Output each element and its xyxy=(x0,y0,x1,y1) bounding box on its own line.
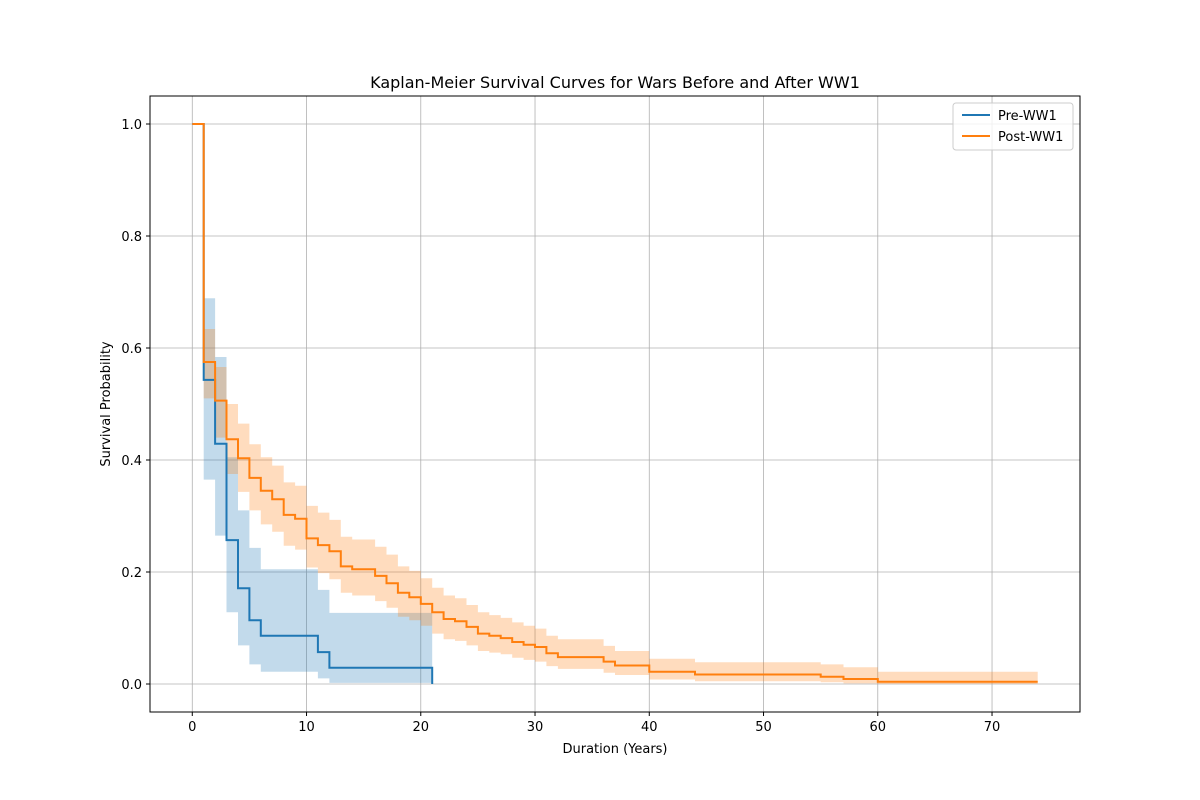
ci-band-pre-ww1 xyxy=(192,124,433,684)
x-axis-title: Duration (Years) xyxy=(562,742,667,757)
chart-title: Kaplan-Meier Survival Curves for Wars Be… xyxy=(370,73,860,92)
x-tick-label: 50 xyxy=(755,720,772,735)
legend-label-post-ww1: Post-WW1 xyxy=(998,130,1063,145)
y-tick-label: 1.0 xyxy=(121,118,142,133)
x-tick-label: 30 xyxy=(527,720,544,735)
legend: Pre-WW1 Post-WW1 xyxy=(952,102,1074,151)
x-tick-label: 40 xyxy=(641,720,658,735)
grid-lines xyxy=(150,96,1080,712)
y-tick-label: 0.0 xyxy=(121,678,142,693)
x-tick-label: 10 xyxy=(298,720,315,735)
x-tick-label: 20 xyxy=(413,720,430,735)
y-tick-label: 0.6 xyxy=(121,342,142,357)
x-tick-label: 70 xyxy=(984,720,1001,735)
y-tick-label: 0.4 xyxy=(121,454,142,469)
y-tick-label: 0.8 xyxy=(121,230,142,245)
y-axis-title: Survival Probability xyxy=(99,341,114,467)
confidence-bands xyxy=(192,124,1038,684)
plot-frame xyxy=(149,95,1081,713)
survival-line-post-ww1 xyxy=(192,123,1038,683)
survival-lines xyxy=(192,123,1038,684)
x-tick-label: 60 xyxy=(870,720,887,735)
y-tick-label: 0.2 xyxy=(121,566,142,581)
axis-ticks: 0 10 20 30 40 50 60 70 0.0 0.2 0.4 0.6 0.8 1.0 xyxy=(121,118,1000,735)
legend-label-pre-ww1: Pre-WW1 xyxy=(998,109,1057,124)
x-tick-label: 0 xyxy=(188,720,196,735)
